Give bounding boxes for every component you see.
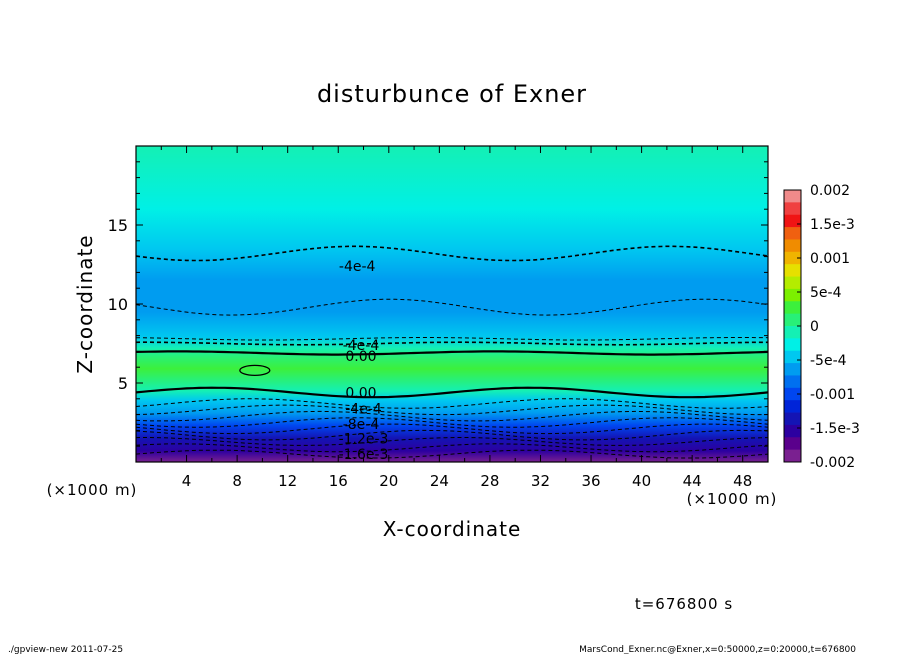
contour-lines	[136, 245, 768, 459]
contour-line	[136, 341, 768, 346]
colorbar-swatch	[784, 214, 801, 228]
contour-line	[136, 245, 768, 262]
x-tick-label: 44	[683, 472, 702, 490]
contour-label: -4e-4	[339, 259, 376, 275]
colorbar-label: -5e-4	[810, 353, 847, 369]
colorbar-swatch	[784, 239, 801, 253]
contour-line	[136, 404, 768, 416]
contour-line	[136, 386, 768, 399]
colorbar-swatch	[784, 202, 801, 216]
colorbar-swatch	[784, 338, 801, 352]
chart-title: disturbunce of Exner	[317, 80, 587, 108]
colorbar-label: 0.002	[810, 183, 850, 199]
contour-label: -8e-4	[343, 417, 380, 433]
x-axis-label: X-coordinate	[383, 517, 522, 541]
y-axis-label: Z-coordinate	[73, 234, 97, 373]
contour-label: -4e-4	[343, 338, 380, 354]
footer-left: ./gpview-new 2011-07-25	[8, 645, 123, 654]
contour-closed	[239, 364, 271, 377]
contour-line	[136, 449, 768, 459]
colorbar-swatch	[784, 264, 801, 277]
contour-line	[136, 298, 768, 316]
colorbar-swatch	[784, 313, 801, 327]
colorbar-swatch	[784, 350, 801, 364]
colorbar-swatch	[784, 301, 801, 315]
contour-label: -1.6e-3	[339, 447, 389, 463]
y-tick-label: 5	[118, 374, 128, 393]
colorbar-swatch	[784, 400, 801, 413]
y-tick-label: 15	[108, 216, 128, 235]
contour-line	[136, 350, 768, 356]
colorbar-swatch	[784, 251, 801, 265]
colorbar-label: -0.002	[810, 455, 855, 471]
x-tick-label: 16	[329, 472, 348, 490]
contour-line	[136, 443, 768, 453]
x-tick-label: 4	[182, 472, 192, 490]
x-tick-label: 48	[733, 472, 752, 490]
contour-line	[136, 417, 768, 428]
contour-line	[136, 398, 768, 409]
colorbar-label: 5e-4	[810, 285, 842, 301]
colorbar-swatch	[784, 276, 801, 290]
x-unit-right: (×1000 m)	[687, 490, 778, 508]
x-tick-label: 40	[632, 472, 651, 490]
field-fill	[136, 146, 768, 462]
contour-label: 0.00	[345, 349, 376, 365]
colorbar-swatch	[784, 227, 801, 240]
contour-label: -4e-4	[345, 401, 382, 417]
colorbar-label: -0.001	[810, 387, 855, 403]
colorbar: 0.002 1.5e-3 0.001 5e-4 0 -5e-4 -0.001 -1.5e-3 -…	[783, 183, 860, 471]
colorbar-label: 0.001	[810, 251, 850, 267]
x-tick-label: 12	[278, 472, 297, 490]
colorbar-swatch	[784, 190, 801, 203]
x-tick-label: 24	[430, 472, 449, 490]
x-tick-label: 32	[531, 472, 550, 490]
colorbar-swatch	[784, 375, 801, 389]
contour-label: -1.2e-3	[339, 431, 389, 447]
colorbar-label: 0	[810, 319, 819, 335]
footer-right: MarsCond_Exner.nc@Exner,x=0:50000,z=0:20…	[579, 645, 856, 654]
x-unit-left: (×1000 m)	[47, 481, 138, 499]
colorbar-swatch	[784, 412, 801, 426]
contour-labels: -4e-4-4e-40.000.00-4e-4-8e-4-1.2e-3-1.6e…	[339, 259, 389, 463]
y-tick-label: 10	[108, 295, 128, 314]
contour-line	[136, 429, 768, 441]
colorbar-swatch	[784, 437, 801, 451]
colorbar-swatch	[784, 424, 801, 438]
colorbar-label: -1.5e-3	[810, 421, 860, 437]
x-tick-label: 36	[581, 472, 600, 490]
y-axis: 5 10 15	[108, 145, 768, 463]
x-tick-label: 28	[480, 472, 499, 490]
colorbar-swatch	[784, 449, 801, 463]
colorbar-swatch	[784, 288, 801, 302]
colorbar-label: 1.5e-3	[810, 217, 855, 233]
x-axis: 4 8 12 16 20 24 28 32 36 40 44 48	[135, 146, 769, 490]
contour-line	[136, 437, 768, 446]
x-tick-label: 20	[379, 472, 398, 490]
contour-line	[136, 423, 768, 435]
x-tick-label: 8	[232, 472, 242, 490]
time-label: t=676800 s	[635, 595, 733, 613]
colorbar-swatch	[784, 387, 801, 401]
colorbar-swatch	[784, 326, 801, 339]
contour-line	[136, 337, 768, 341]
contour-line	[136, 410, 768, 422]
colorbar-swatch	[784, 363, 801, 376]
contour-label: 0.00	[345, 385, 376, 401]
plot-area: -4e-4-4e-40.000.00-4e-4-8e-4-1.2e-3-1.6e…	[135, 145, 769, 463]
